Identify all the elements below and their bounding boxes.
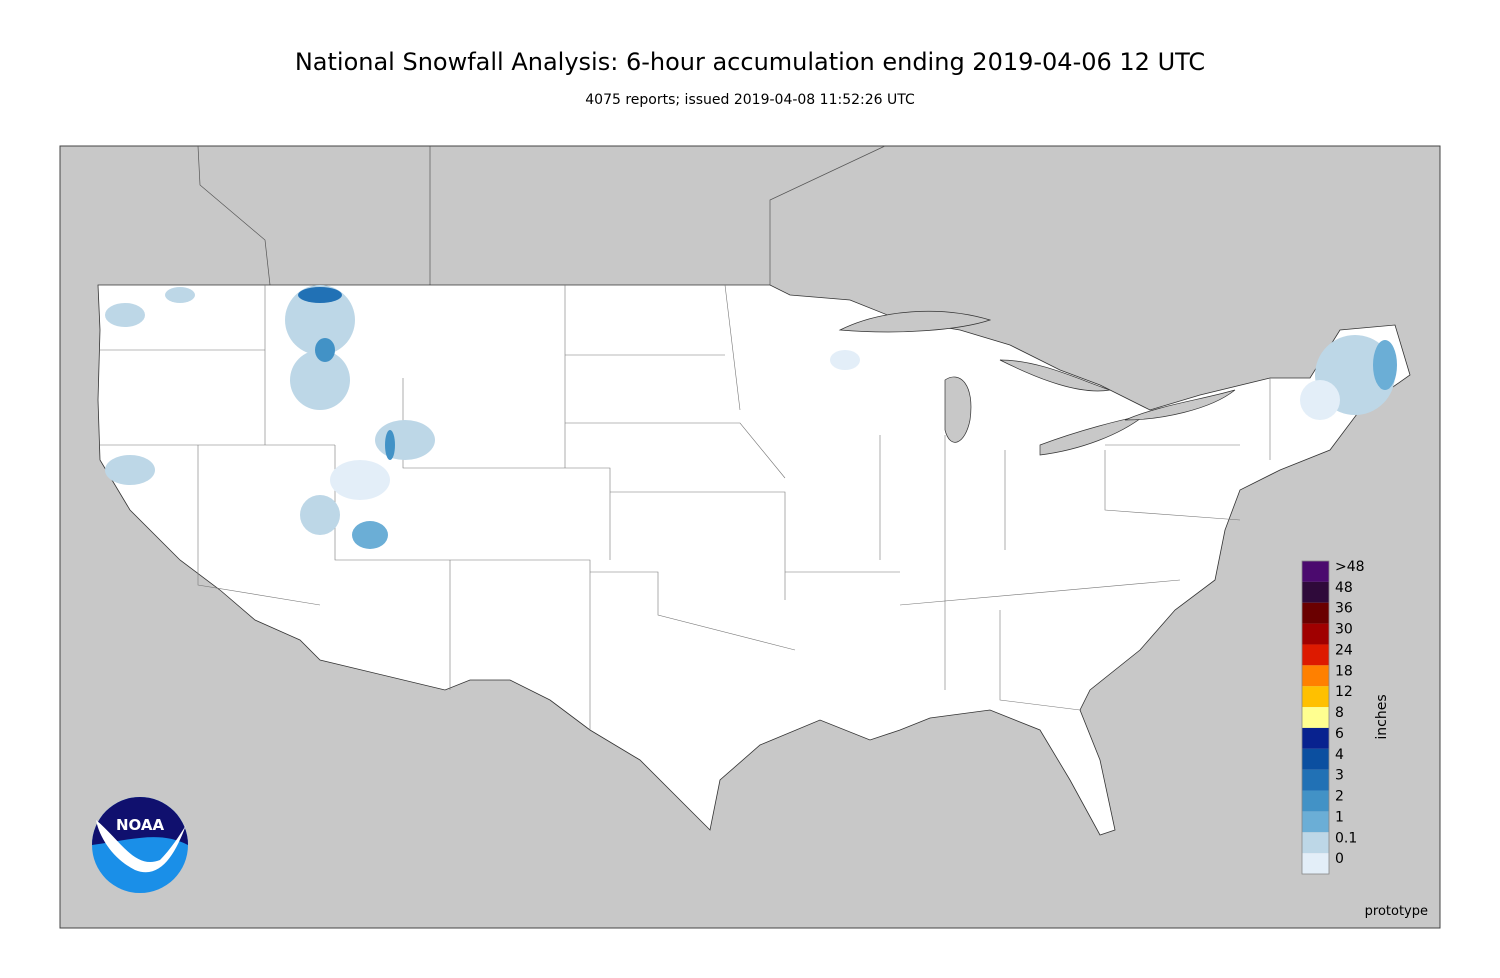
conus xyxy=(97,284,1411,836)
map: NOAA prototype xyxy=(59,145,1441,929)
legend-label: 8 xyxy=(1335,705,1344,721)
state-lines xyxy=(100,284,1271,730)
logo-text: NOAA xyxy=(116,816,165,834)
legend-label: >48 xyxy=(1335,559,1365,575)
legend-outline xyxy=(1301,560,1330,875)
subtitle: 4075 reports; issued 2019-04-08 11:52:26… xyxy=(585,92,915,108)
title: National Snowfall Analysis: 6-hour accum… xyxy=(295,48,1205,76)
legend-label: 30 xyxy=(1335,622,1353,638)
legend-swatch xyxy=(1302,665,1329,687)
legend-label: 4 xyxy=(1335,747,1344,763)
legend-swatch xyxy=(1302,853,1329,874)
legend-title: inches xyxy=(1374,694,1390,739)
legend-swatch xyxy=(1302,769,1329,791)
snow-areas xyxy=(105,285,1397,549)
legend-label: 18 xyxy=(1335,663,1353,679)
legend-label: 36 xyxy=(1335,601,1353,617)
legend-swatch xyxy=(1302,581,1329,603)
legend-swatch xyxy=(1302,686,1329,708)
legend-swatch xyxy=(1302,727,1329,749)
legend-swatch xyxy=(1302,790,1329,812)
legend-swatch xyxy=(1302,623,1329,645)
legend-label: 3 xyxy=(1335,768,1344,784)
legend-swatch xyxy=(1302,748,1329,770)
note: prototype xyxy=(1365,904,1428,919)
legend-label: 0.1 xyxy=(1335,830,1357,846)
border xyxy=(769,145,886,285)
great-lakes xyxy=(838,310,1236,456)
legend-label: 24 xyxy=(1335,642,1353,658)
legend: >48 48 36 30 24 18 12 8 6 4 3 2 1 0.1 0 inches xyxy=(1301,559,1390,875)
legend-swatch xyxy=(1302,602,1329,624)
legend-swatch xyxy=(1302,644,1329,666)
legend-label: 1 xyxy=(1335,809,1344,825)
legend-label: 6 xyxy=(1335,726,1344,742)
legend-label: 2 xyxy=(1335,789,1344,805)
legend-label: 0 xyxy=(1335,851,1344,867)
border xyxy=(197,145,271,286)
legend-label: 12 xyxy=(1335,684,1353,700)
legend-label: 48 xyxy=(1335,580,1353,596)
legend-swatch xyxy=(1302,811,1329,833)
legend-swatch xyxy=(1302,832,1329,854)
noaa-logo: NOAA xyxy=(92,797,188,893)
legend-swatch xyxy=(1302,707,1329,728)
legend-swatch xyxy=(1302,561,1329,582)
